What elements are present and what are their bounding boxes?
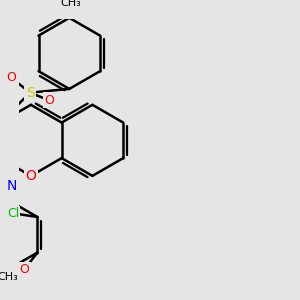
Text: O: O — [20, 263, 29, 276]
Text: Cl: Cl — [7, 207, 19, 220]
Text: S: S — [26, 86, 34, 100]
Text: O: O — [26, 169, 36, 183]
Text: O: O — [6, 71, 16, 84]
Text: O: O — [44, 94, 54, 106]
Text: N: N — [6, 179, 16, 193]
Text: CH₃: CH₃ — [61, 0, 82, 8]
Text: CH₃: CH₃ — [0, 272, 18, 282]
